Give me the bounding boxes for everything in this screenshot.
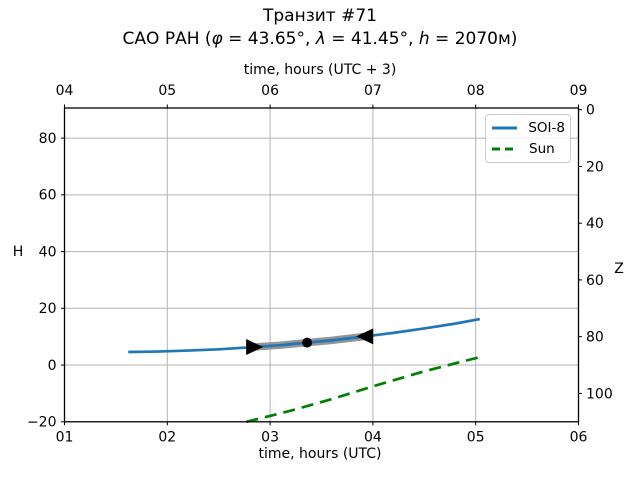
subtitle-text: = 41.45°,: [325, 29, 419, 49]
x-axis-label-top: time, hours (UTC + 3): [243, 62, 397, 78]
x-tick-label-bottom: 06: [570, 429, 588, 445]
z-tick-label-right: 80: [586, 330, 604, 346]
subtitle-text: САО РАН (: [122, 29, 212, 49]
x-tick-label-top: 08: [467, 83, 485, 99]
x-tick-label-bottom: 04: [364, 429, 382, 445]
axes-border: [63, 107, 580, 423]
legend-item-soi8: SOI-8: [492, 119, 565, 137]
series-line-sun: [246, 355, 481, 424]
x-tick-label-top: 07: [364, 83, 382, 99]
z-tick-label-right: 20: [586, 159, 604, 175]
chart-subtitle: САО РАН (φ = 43.65°, λ = 41.45°, h = 207…: [0, 29, 640, 49]
transit-midpoint-marker: [302, 337, 313, 348]
transit-start-marker: [246, 339, 264, 356]
x-tick-label-bottom: 03: [261, 429, 279, 445]
x-tick-label-top: 09: [570, 83, 588, 99]
x-tick-label-bottom: 02: [158, 429, 176, 445]
lambda-symbol: λ: [315, 29, 326, 49]
x-tick-label-bottom: 05: [467, 429, 485, 445]
legend-label-soi8: SOI-8: [528, 119, 565, 136]
legend: SOI-8 Sun: [485, 114, 571, 163]
subtitle-text: = 43.65°,: [222, 29, 316, 49]
legend-item-sun: Sun: [492, 141, 565, 159]
x-tick-label-top: 04: [56, 83, 74, 99]
y-axis-label-right: Z: [614, 261, 624, 277]
transit-end-marker: [356, 328, 374, 345]
y-tick-label-left: 60: [39, 188, 57, 204]
y-tick-label-left: 20: [39, 301, 57, 317]
z-tick-label-right: 60: [586, 273, 604, 289]
chart-title: Транзит #71: [263, 6, 377, 26]
h-symbol: h: [418, 29, 430, 49]
y-tick-label-left: 80: [39, 131, 57, 147]
phi-symbol: φ: [211, 29, 223, 49]
legend-line-sample-soi8: [492, 126, 518, 130]
x-tick-label-bottom: 01: [56, 429, 74, 445]
legend-label-sun: Sun: [529, 141, 555, 158]
z-tick-label-right: 40: [586, 216, 604, 232]
y-tick-label-left: −20: [27, 415, 57, 431]
y-axis-label-left: H: [12, 244, 24, 260]
subtitle-text: = 2070м): [429, 29, 518, 49]
legend-dashed-line-sample-sun: [492, 147, 518, 151]
y-tick-label-left: 40: [39, 244, 57, 260]
x-tick-label-top: 06: [261, 83, 279, 99]
x-tick-label-top: 05: [158, 83, 176, 99]
x-axis-label-bottom: time, hours (UTC): [258, 446, 382, 462]
z-tick-label-right: 100: [586, 386, 613, 402]
z-tick-label-right: 0: [586, 103, 595, 119]
y-tick-label-left: 0: [48, 358, 57, 374]
